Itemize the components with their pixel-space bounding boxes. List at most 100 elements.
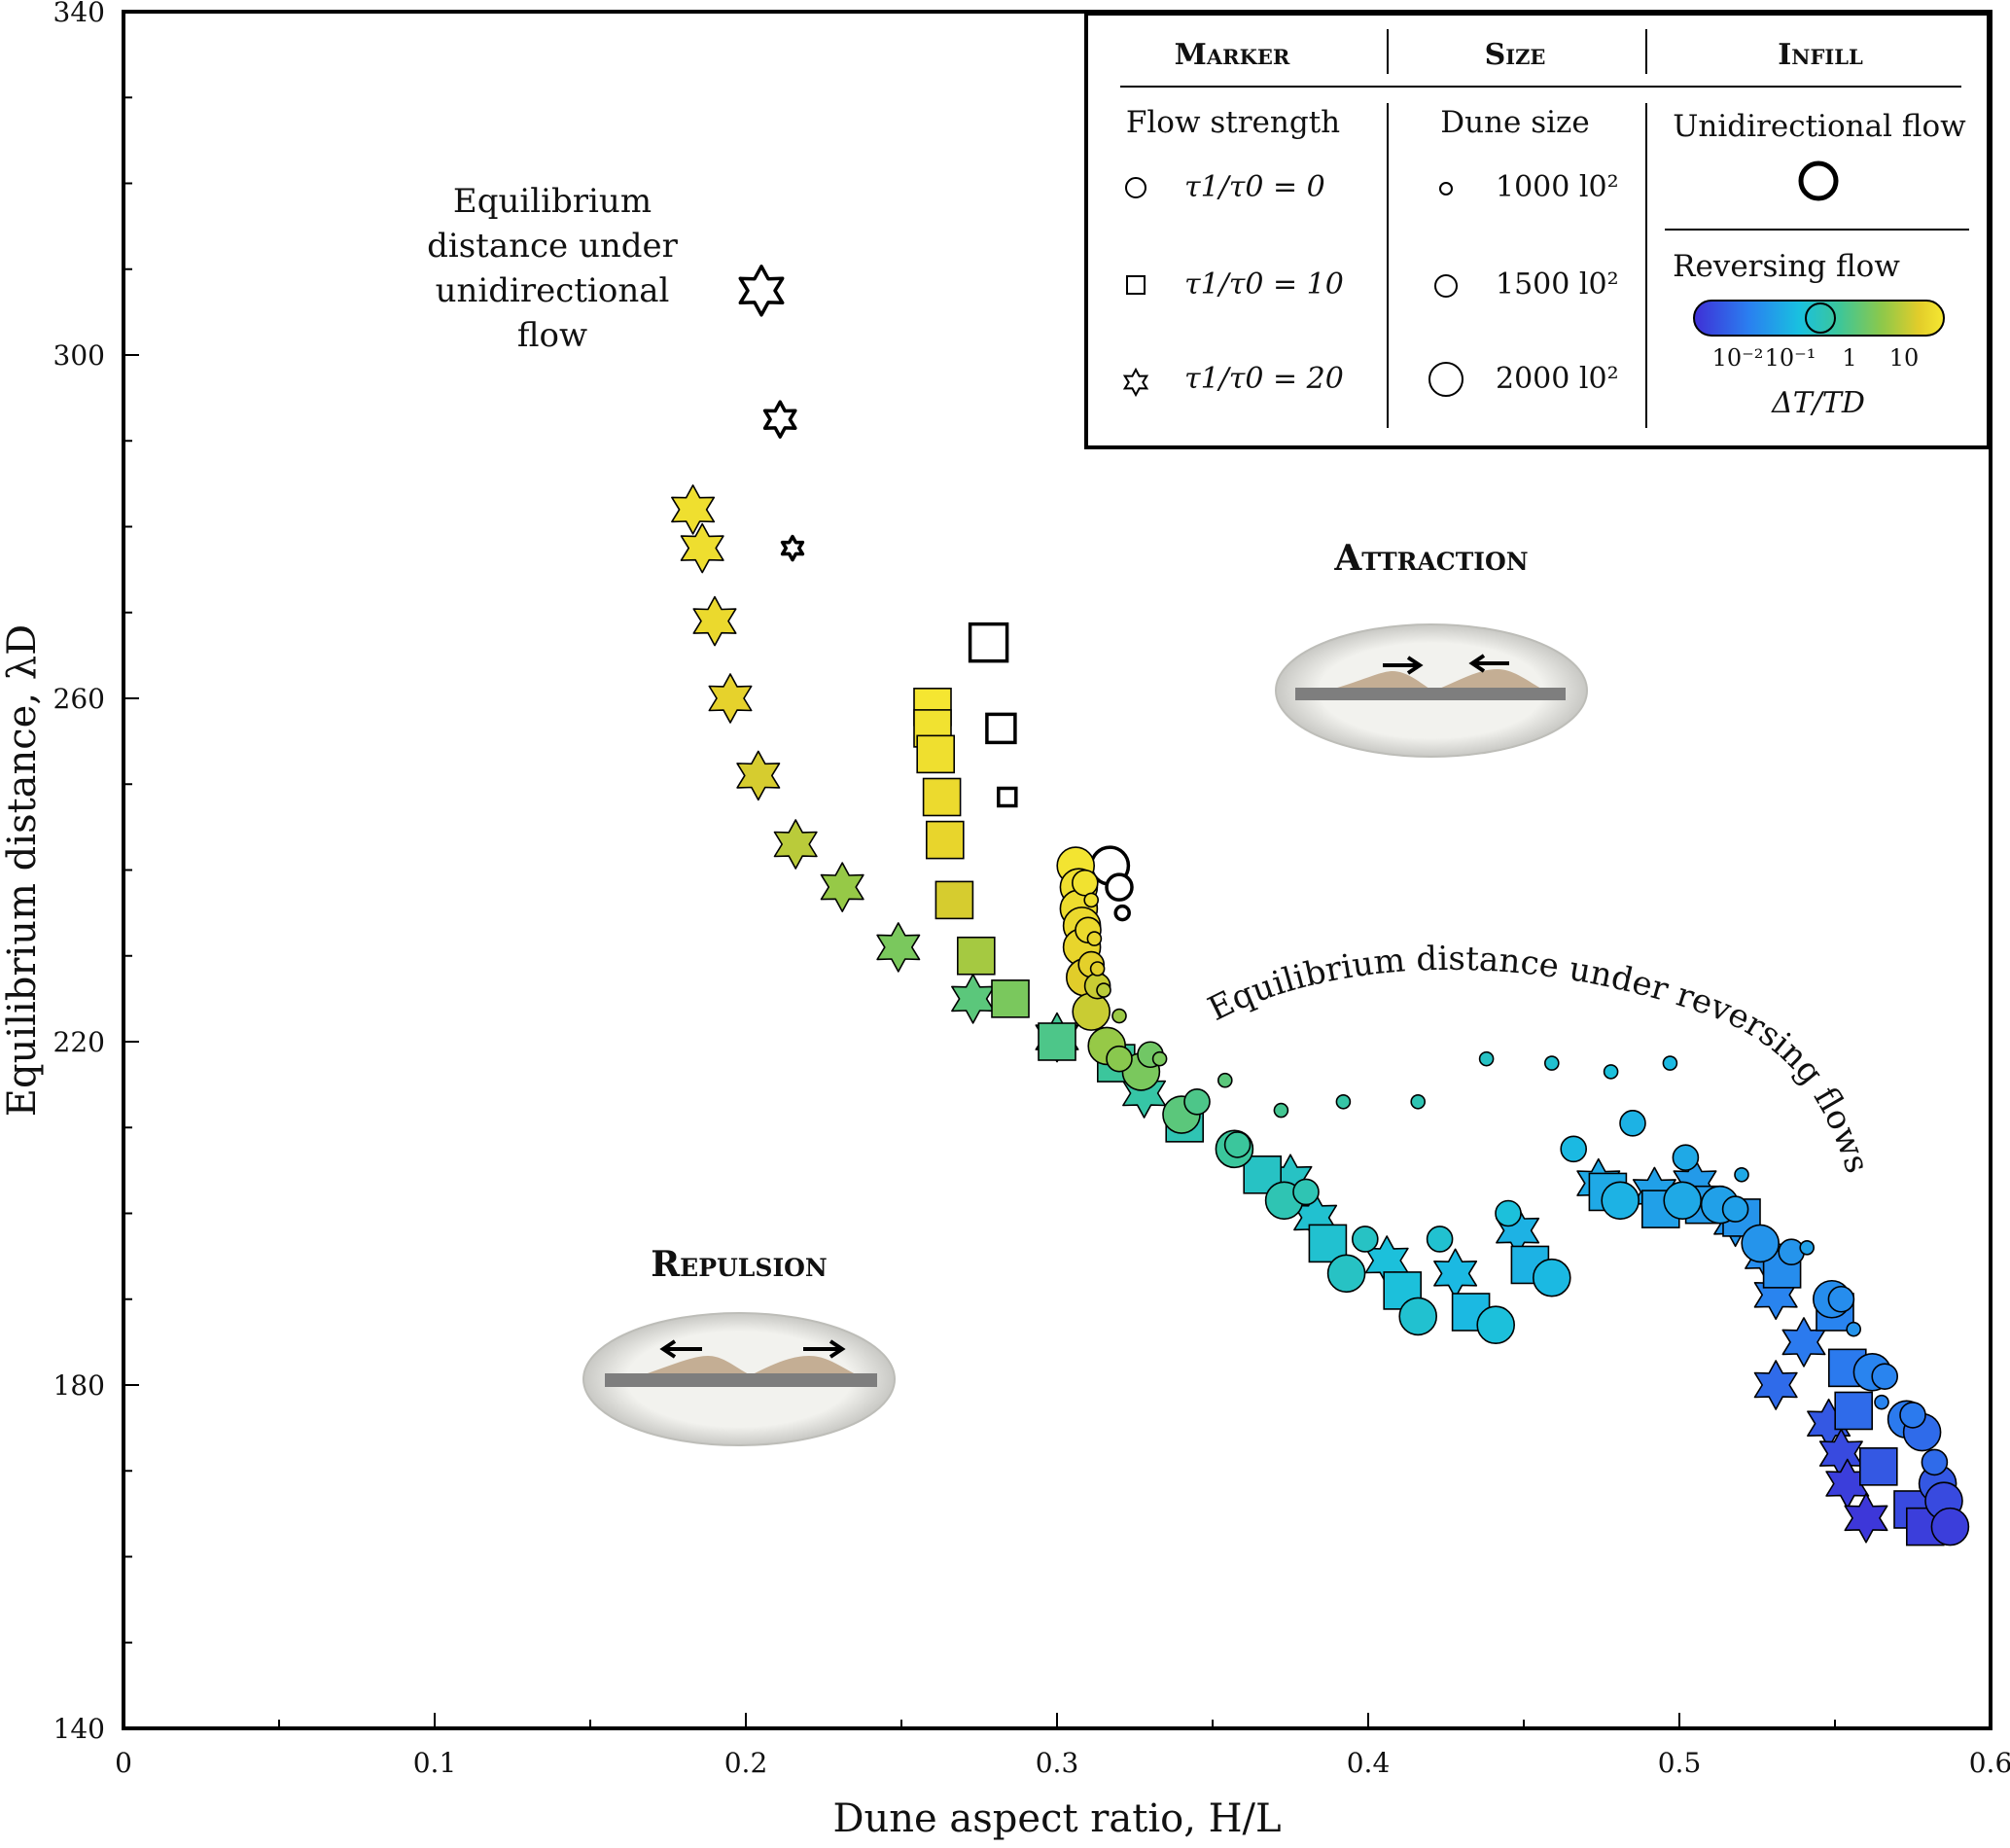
- svg-text:flow: flow: [517, 316, 587, 355]
- repulsion-label: Repulsion: [651, 1244, 828, 1285]
- plot-marks: [671, 265, 1970, 1546]
- star-marker: [1753, 1360, 1798, 1410]
- svg-text:distance under: distance under: [427, 227, 679, 266]
- legend-size-medium: [1434, 274, 1458, 298]
- x-tick-label: 0.3: [1036, 1747, 1079, 1779]
- circle-marker: [1544, 1055, 1560, 1071]
- circle-marker: [1495, 1199, 1522, 1227]
- legend-infill-header: Infill: [1778, 38, 1863, 72]
- circle-marker: [1096, 982, 1111, 998]
- y-tick-label: 220: [53, 1026, 105, 1058]
- star-marker: [736, 750, 781, 801]
- circle-marker: [1478, 1050, 1495, 1067]
- legend-dune-size-title: Dune size: [1440, 105, 1590, 140]
- legend-square-marker: [1126, 275, 1146, 295]
- x-tick-label: 0.5: [1658, 1747, 1702, 1779]
- circle-marker: [1105, 872, 1134, 902]
- circle-marker: [1223, 1131, 1252, 1158]
- arrow-left-icon: [659, 1339, 702, 1359]
- y-tick-label: 140: [53, 1713, 105, 1745]
- circle-marker: [1111, 1008, 1127, 1024]
- circle-marker: [1778, 1238, 1805, 1266]
- repulsion-illustration: [582, 1312, 896, 1446]
- star-marker: [680, 522, 724, 574]
- square-marker: [997, 786, 1018, 808]
- colorbar-tick-0: 10⁻²: [1712, 344, 1764, 372]
- circle-marker: [1827, 1285, 1855, 1313]
- legend-marker-label-1: τ1/τ0 = 10: [1184, 267, 1344, 302]
- x-tick-label: 0.6: [1969, 1747, 2010, 1779]
- svg-text:Equilibrium: Equilibrium: [453, 182, 652, 221]
- legend-size-large: [1428, 362, 1463, 397]
- circle-marker: [1083, 892, 1099, 908]
- circle-marker: [1072, 869, 1099, 897]
- square-marker: [925, 820, 965, 860]
- y-tick-label: 340: [53, 0, 105, 28]
- legend-size-label-1: 1500 l0²: [1496, 267, 1619, 302]
- square-marker: [991, 979, 1030, 1018]
- star-marker: [1844, 1493, 1888, 1544]
- arrow-left-icon: [1468, 654, 1509, 673]
- circle-marker: [1721, 1195, 1749, 1223]
- circle-marker: [1476, 1305, 1515, 1345]
- legend-marker-label-2: τ1/τ0 = 20: [1184, 362, 1344, 396]
- colorbar-tick-2: 1: [1842, 344, 1856, 372]
- circle-marker: [1335, 1093, 1352, 1110]
- square-marker: [1038, 1022, 1076, 1061]
- circle-marker: [1619, 1110, 1646, 1137]
- circle-marker: [1921, 1448, 1949, 1476]
- x-axis-label: Dune aspect ratio, H/L: [832, 1796, 1281, 1841]
- axis-ticks: 0 0.1 0.2 0.3 0.4 0.5 0.6 140 180 220 260 300 340: [53, 0, 2010, 1779]
- legend-circle-marker: [1125, 177, 1146, 198]
- arrow-right-icon: [1383, 656, 1424, 675]
- legend-size-small: [1439, 182, 1453, 195]
- square-marker: [985, 712, 1017, 745]
- unidirectional-annotation: Equilibrium distance under unidirectiona…: [427, 182, 679, 355]
- circle-marker: [1217, 1072, 1233, 1088]
- circle-marker: [1799, 1240, 1815, 1256]
- circle-marker: [1846, 1321, 1861, 1337]
- attraction-illustration: [1275, 623, 1588, 758]
- y-tick-label: 180: [53, 1369, 105, 1402]
- circle-marker: [1183, 1087, 1211, 1116]
- circle-marker: [1113, 904, 1131, 922]
- star-marker: [876, 922, 921, 973]
- circle-marker: [1899, 1402, 1926, 1429]
- star-marker: [951, 974, 996, 1024]
- circle-marker: [1089, 961, 1106, 977]
- star-marker: [780, 534, 805, 562]
- circle-marker: [1398, 1297, 1437, 1336]
- legend: Marker Size Infill Flow strength Dune si…: [1084, 12, 1991, 449]
- circle-marker: [1292, 1178, 1320, 1206]
- square-marker: [922, 777, 962, 817]
- circle-marker: [1426, 1226, 1454, 1253]
- arrow-right-icon: [803, 1339, 846, 1359]
- circle-marker: [1273, 1102, 1289, 1119]
- attraction-label: Attraction: [1333, 538, 1528, 579]
- x-tick-label: 0.4: [1347, 1747, 1391, 1779]
- colorbar-label: ΔT/TD: [1771, 386, 1865, 420]
- square-marker: [916, 734, 956, 774]
- square-marker: [956, 936, 996, 976]
- circle-marker: [1662, 1055, 1678, 1071]
- circle-marker: [1601, 1181, 1640, 1221]
- legend-star-marker: [1122, 367, 1149, 398]
- star-marker: [738, 265, 785, 317]
- y-tick-label: 300: [53, 339, 105, 372]
- legend-colorbar: [1693, 300, 1945, 337]
- circle-marker: [1072, 992, 1111, 1031]
- x-tick-label: 0.2: [724, 1747, 768, 1779]
- circle-marker: [1930, 1507, 1970, 1546]
- star-marker: [820, 862, 864, 912]
- legend-unidirectional-marker: [1798, 160, 1839, 201]
- circle-marker: [1410, 1093, 1426, 1110]
- legend-unidirectional-title: Unidirectional flow: [1673, 109, 1966, 144]
- reversing-annotation: Equilibrium distance under reversing flo…: [1202, 940, 1877, 1178]
- circle-marker: [1560, 1135, 1587, 1163]
- circle-marker: [1533, 1258, 1571, 1297]
- star-marker: [692, 595, 737, 647]
- colorbar-tick-3: 10: [1889, 344, 1920, 372]
- circle-marker: [1672, 1144, 1700, 1171]
- star-marker: [773, 819, 818, 870]
- circle-marker: [1352, 1226, 1379, 1253]
